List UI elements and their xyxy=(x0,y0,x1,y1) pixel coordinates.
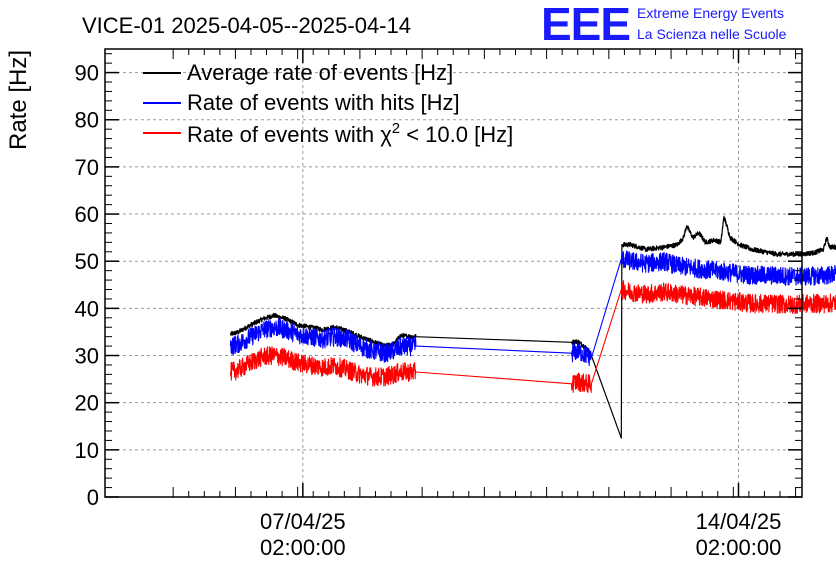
legend-label-average: Average rate of events [Hz] xyxy=(187,60,453,85)
y-tick-label: 20 xyxy=(75,391,99,416)
y-axis-label: Rate [Hz] xyxy=(5,50,32,150)
y-tick-label: 30 xyxy=(75,344,99,369)
hits-rate-line xyxy=(229,250,836,367)
average-rate-line xyxy=(229,215,836,439)
y-tick-label: 50 xyxy=(75,249,99,274)
eee-logo-mark: EEE xyxy=(541,0,630,50)
axis-ticks xyxy=(105,49,802,498)
eee-logo-line2: La Scienza nelle Scuole xyxy=(637,26,787,42)
y-tick-labels: 0 10 20 30 40 50 60 70 80 90 xyxy=(75,61,99,510)
x-tick-label-time: 02:00:00 xyxy=(260,535,346,560)
legend-label-hits: Rate of events with hits [Hz] xyxy=(187,90,460,115)
chi2-rate-line xyxy=(229,280,836,393)
eee-logo: EEE Extreme Energy Events La Scienza nel… xyxy=(541,0,787,50)
y-tick-label: 90 xyxy=(75,61,99,86)
y-tick-label: 40 xyxy=(75,296,99,321)
eee-logo-line1: Extreme Energy Events xyxy=(637,5,784,21)
y-tick-label: 0 xyxy=(87,485,99,510)
chart-title: VICE-01 2025-04-05--2025-04-14 xyxy=(82,13,411,38)
y-tick-label: 70 xyxy=(75,155,99,180)
x-tick-label-date: 14/04/25 xyxy=(696,509,782,534)
x-tick-label-date: 07/04/25 xyxy=(260,509,346,534)
y-tick-label: 10 xyxy=(75,438,99,463)
legend: Average rate of events [Hz] Rate of even… xyxy=(143,60,513,147)
y-tick-label: 60 xyxy=(75,202,99,227)
legend-label-chi2: Rate of events with χ2 < 10.0 [Hz] xyxy=(187,120,513,147)
grid-lines xyxy=(105,49,802,497)
y-tick-label: 80 xyxy=(75,108,99,133)
data-series xyxy=(229,215,836,439)
x-tick-label-time: 02:00:00 xyxy=(696,535,782,560)
